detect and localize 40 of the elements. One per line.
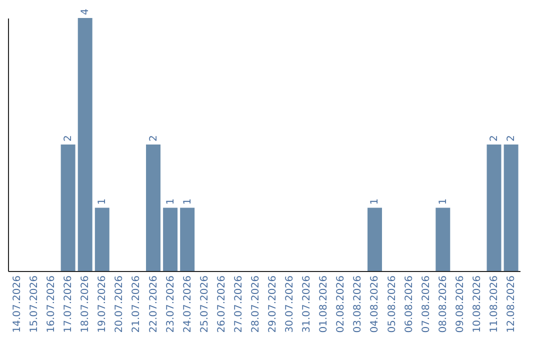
x-tick-label: 27.07.2026 xyxy=(233,276,244,333)
x-tick-label: 18.07.2026 xyxy=(80,276,92,333)
x-tick-label: 01.08.2026 xyxy=(318,276,330,333)
data-label: 4 xyxy=(80,8,92,15)
x-tick-label: 11.08.2026 xyxy=(489,276,500,333)
data-label: 1 xyxy=(97,198,108,205)
x-tick-label: 12.08.2026 xyxy=(506,276,518,333)
x-tick-label: 09.08.2026 xyxy=(454,276,466,333)
x-tick-label: 08.08.2026 xyxy=(438,276,449,333)
x-tick-label: 28.07.2026 xyxy=(250,276,262,333)
x-tick-label: 06.08.2026 xyxy=(404,276,415,333)
x-tick-label: 02.08.2026 xyxy=(336,276,347,333)
x-tick-label: 29.07.2026 xyxy=(268,276,279,333)
data-label: 1 xyxy=(182,198,194,205)
x-tick-label: 23.07.2026 xyxy=(165,276,176,333)
x-tick-label: 19.07.2026 xyxy=(97,276,108,333)
x-tick-label: 31.07.2026 xyxy=(302,276,313,333)
x-tick-label: 20.07.2026 xyxy=(114,276,126,333)
x-tick-label: 03.08.2026 xyxy=(352,276,364,333)
x-tick-label: 04.08.2026 xyxy=(370,276,381,333)
data-label: 2 xyxy=(148,135,160,142)
data-label: 1 xyxy=(438,198,449,205)
data-label: 1 xyxy=(370,198,381,205)
x-tick-label: 22.07.2026 xyxy=(148,276,160,333)
data-label: 2 xyxy=(489,135,500,142)
x-tick-label: 24.07.2026 xyxy=(182,276,194,333)
data-label: 1 xyxy=(165,198,176,205)
data-label: 2 xyxy=(506,135,518,142)
x-tick-label: 07.08.2026 xyxy=(420,276,432,333)
x-tick-label: 25.07.2026 xyxy=(199,276,210,333)
x-tick-label: 17.07.2026 xyxy=(63,276,74,333)
x-tick-label: 10.08.2026 xyxy=(472,276,483,333)
x-tick-label: 30.07.2026 xyxy=(284,276,296,333)
data-label: 2 xyxy=(63,135,74,142)
x-tick-label: 26.07.2026 xyxy=(216,276,228,333)
x-tick-label: 21.07.2026 xyxy=(131,276,142,333)
x-tick-label: 16.07.2026 xyxy=(46,276,58,333)
x-tick-label: 15.07.2026 xyxy=(28,276,40,333)
x-tick-label: 05.08.2026 xyxy=(386,276,398,333)
x-tick-label: 14.07.2026 xyxy=(12,276,23,333)
